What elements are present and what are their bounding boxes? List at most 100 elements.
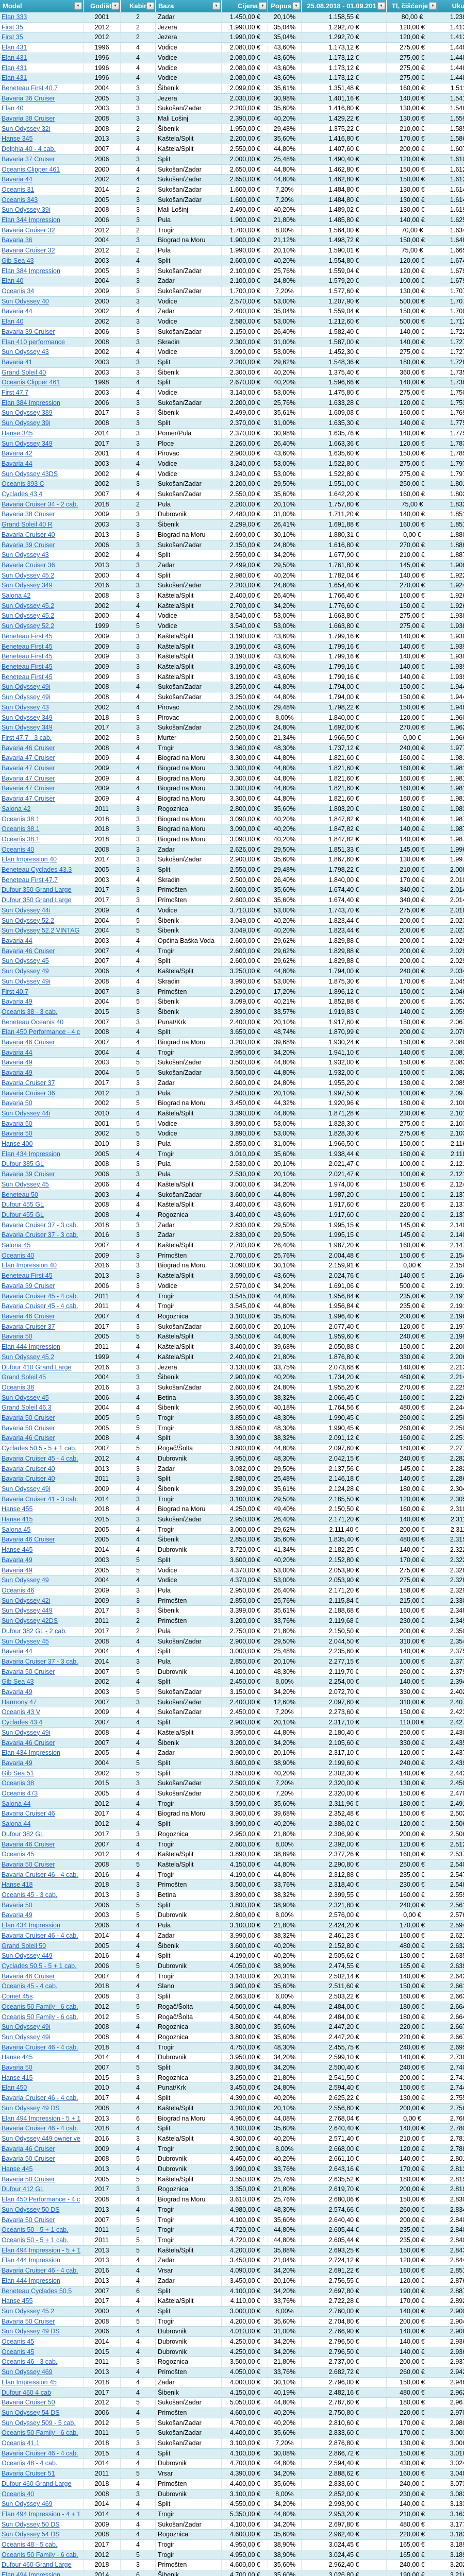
model-link[interactable]: Elan 431	[2, 54, 27, 61]
model-link[interactable]: Elan 494 Impression - 4 + 1	[2, 2510, 81, 2518]
model-link[interactable]: Sun Odyssey 349	[2, 582, 53, 589]
model-link[interactable]: Bavaria 46 Cruiser	[2, 1536, 55, 1544]
model-link[interactable]: Hanse 455	[2, 1505, 33, 1513]
model-link[interactable]: Bavaria 50	[2, 1333, 32, 1341]
model-link[interactable]: Bavaria 50	[2, 2064, 32, 2072]
model-link[interactable]: Oceanis 50 - 5 + 1 cab.	[2, 2226, 69, 2234]
model-link[interactable]: Oceanis 38	[2, 1383, 35, 1391]
model-link[interactable]: Sun Odyssey 49 DS	[2, 2328, 60, 2335]
model-link[interactable]: Sun Odyssey 45.2	[2, 612, 55, 620]
model-link[interactable]: Sun Odyssey 45	[2, 1637, 49, 1645]
model-link[interactable]: Grand Soleil 40	[2, 368, 46, 376]
model-link[interactable]: Bavaria Cruiser 46 - 4 cab.	[2, 2449, 78, 2457]
filter-dropdown-icon-cijena[interactable]: ▼	[259, 2, 267, 10]
model-link[interactable]: Sun Odyssey 45.2	[2, 571, 55, 579]
model-link[interactable]: Bavaria Cruiser 46 - 4 cab.	[2, 2125, 78, 2132]
model-link[interactable]: Bavaria 37 Cruiser	[2, 155, 55, 163]
model-link[interactable]: Sun Odyssey 49i	[2, 683, 51, 691]
model-link[interactable]: Salona 42	[2, 805, 31, 812]
model-link[interactable]: Bavaria 50 Cruiser	[2, 2175, 55, 2183]
model-link[interactable]: Elan 494 Impression - 5 + 1	[2, 2246, 81, 2254]
model-link[interactable]: Bavaria 39 Cruiser	[2, 328, 55, 335]
model-link[interactable]: Bavaria 47 Cruiser	[2, 754, 55, 762]
model-link[interactable]: Oceanis 40	[2, 2490, 35, 2498]
model-link[interactable]: Bavaria Cruiser 37	[2, 1323, 55, 1330]
model-link[interactable]: Sun Odyssey 469	[2, 2368, 53, 2376]
model-link[interactable]: Bavaria 39 Cruiser	[2, 541, 55, 549]
model-link[interactable]: Hanse 415	[2, 1516, 33, 1523]
model-link[interactable]: Sun Odyssey 42DS	[2, 1617, 58, 1625]
model-link[interactable]: Bavaria 49	[2, 998, 32, 1006]
model-link[interactable]: Sun Odyssey 54 DS	[2, 2531, 60, 2538]
model-link[interactable]: Cyclades 43.4	[2, 490, 43, 498]
model-link[interactable]: Sun Odyssey 39i	[2, 206, 51, 214]
model-link[interactable]: Sun Odyssey 52.2	[2, 622, 55, 630]
model-link[interactable]: Oceanis 473	[2, 1790, 38, 1798]
model-link[interactable]: Sun Odyssey 469	[2, 2500, 53, 2508]
model-link[interactable]: Sun Odyssey 45	[2, 1180, 49, 1188]
model-link[interactable]: Oceanis 50 - 5 + 1 cab.	[2, 2236, 69, 2244]
model-link[interactable]: Bavaria 50 Cruiser	[2, 1414, 55, 1422]
model-link[interactable]: Salona 42	[2, 592, 31, 600]
model-link[interactable]: Sun Odyssey 389	[2, 409, 53, 417]
model-link[interactable]: Dufour 410 Grand Large	[2, 1363, 72, 1371]
model-link[interactable]: Cyclades 50.5 - 5 + 1 cab.	[2, 1445, 77, 1452]
model-link[interactable]: Hanse 418	[2, 1881, 33, 1889]
model-link[interactable]: Elan 384 Impression	[2, 267, 60, 275]
filter-dropdown-icon-week[interactable]: ▼	[377, 2, 385, 10]
model-link[interactable]: Elan 431	[2, 74, 27, 82]
model-link[interactable]: Oceanis 46 - 3 cab.	[2, 2358, 58, 2366]
model-link[interactable]: Oceanis 50 Family - 6 cab.	[2, 2551, 78, 2558]
model-link[interactable]: Oceanis 40	[2, 845, 35, 853]
model-link[interactable]: Bavaria 38 Cruiser	[2, 115, 55, 123]
model-link[interactable]: Beneteau First 45	[2, 673, 53, 681]
model-link[interactable]: Bavaria 46 Cruiser	[2, 1313, 55, 1320]
model-link[interactable]: Elan 384 Impression	[2, 399, 60, 406]
model-link[interactable]: Hanse 445	[2, 2054, 33, 2061]
model-link[interactable]: Bavaria 50 Cruiser	[2, 1668, 55, 1675]
model-link[interactable]: Hanse 345	[2, 429, 33, 437]
model-link[interactable]: Bavaria 46 Cruiser	[2, 2145, 55, 2153]
model-link[interactable]: Bavaria 46 Cruiser	[2, 1434, 55, 1442]
model-link[interactable]: Oceanis Clipper 461	[2, 165, 60, 173]
model-link[interactable]: Bavaria 49	[2, 1911, 32, 1919]
model-link[interactable]: Sun Odyssey 43DS	[2, 470, 58, 478]
model-link[interactable]: Elan Impression 40	[2, 1262, 57, 1269]
model-link[interactable]: Salona 44	[2, 1820, 31, 1828]
model-link[interactable]: Bavaria 36	[2, 236, 32, 244]
model-link[interactable]: Bavaria 46 Cruiser	[2, 947, 55, 955]
model-link[interactable]: Bavaria Cruiser 41 - 3 cab.	[2, 1495, 78, 1503]
model-link[interactable]: Sun Odyssey 50 DS	[2, 2206, 60, 2213]
model-link[interactable]: Dufour 382 GL	[2, 1830, 44, 1838]
model-link[interactable]: First 35	[2, 33, 23, 41]
model-link[interactable]: Salona 44	[2, 1800, 31, 1807]
model-link[interactable]: Bavaria 49	[2, 1069, 32, 1077]
model-link[interactable]: Bavaria Cruiser 46 - 4 cab.	[2, 1871, 78, 1878]
model-link[interactable]: Bavaria 50	[2, 1099, 32, 1107]
model-link[interactable]: Sun Odyssey 44i	[2, 1109, 51, 1117]
model-link[interactable]: Elan 494 Impression	[2, 2571, 60, 2576]
model-link[interactable]: Elan 410 performance	[2, 338, 65, 346]
model-link[interactable]: Bavaria 50 Cruiser	[2, 1424, 55, 1432]
model-link[interactable]: Beneteau First 45	[2, 632, 53, 640]
model-link[interactable]: Oceanis 343	[2, 196, 38, 204]
model-link[interactable]: Bavaria 44	[2, 176, 32, 183]
model-link[interactable]: Sun Odyssey 49i	[2, 2023, 51, 2031]
model-link[interactable]: Grand Soleil 50	[2, 1942, 46, 1950]
model-link[interactable]: Oceanis 48 - 5 cab.	[2, 2541, 58, 2549]
model-link[interactable]: Hanse 400	[2, 1140, 33, 1148]
model-link[interactable]: Elan 431	[2, 64, 27, 72]
model-link[interactable]: Bavaria Cruiser 45 - 4 cab.	[2, 1302, 78, 1310]
model-link[interactable]: Elan 450	[2, 2084, 27, 2092]
model-link[interactable]: Bavaria Cruiser 37 - 3 cab.	[2, 1231, 78, 1239]
model-link[interactable]: First 40.7	[2, 988, 29, 995]
model-link[interactable]: Bavaria Cruiser 45 - 4 cab.	[2, 1292, 78, 1300]
model-link[interactable]: Oceanis 34	[2, 287, 35, 295]
model-link[interactable]: Oceanis 31	[2, 185, 35, 193]
model-link[interactable]: Dufour 385 GL	[2, 1160, 44, 1168]
model-link[interactable]: Elan 344 Impression	[2, 216, 60, 224]
model-link[interactable]: Oceanis 48 - 4 cab.	[2, 2460, 58, 2467]
model-link[interactable]: Bavaria 38 Cruiser	[2, 511, 55, 518]
model-link[interactable]: Bavaria 44	[2, 460, 32, 467]
model-link[interactable]: Hanse 345	[2, 135, 33, 143]
